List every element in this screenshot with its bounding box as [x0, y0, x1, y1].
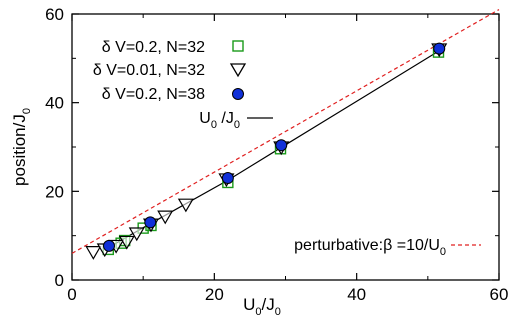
legend-label-line-0: U0 /J0: [199, 110, 240, 131]
axis-ticks: [71, 13, 500, 281]
x-tick-label: 0: [67, 285, 76, 304]
legend-marker-series-2: [232, 88, 244, 100]
x-tick-label: 40: [347, 285, 366, 304]
data-point-series-1: [177, 198, 194, 213]
legend-label-series-0: δ V=0.2, N=32: [102, 39, 205, 56]
data-point-series-2: [433, 42, 446, 55]
legend-marker-series-0: [232, 40, 244, 52]
y-tick-label: 40: [45, 94, 64, 113]
x-axis-label: U0/J0: [243, 295, 281, 318]
y-tick-label: 60: [45, 5, 64, 24]
legend-label-series-1: δ V=0.01, N=32: [93, 62, 205, 79]
legend-label-line-1: perturbative:β =10/U0: [294, 237, 446, 258]
data-point-series-2: [221, 172, 234, 185]
x-tick-label: 60: [490, 285, 509, 304]
data-point-series-2: [144, 216, 157, 229]
line-series-1: [71, 9, 500, 254]
data-point-series-2: [103, 239, 116, 252]
line-series-0: [107, 50, 440, 249]
x-tick-label: 20: [205, 285, 224, 304]
y-axis-label: position/J0: [10, 108, 33, 186]
data-point-series-1: [128, 227, 145, 242]
legend-marker-series-1: [229, 63, 247, 78]
data-point-series-1: [118, 235, 135, 250]
y-tick-label: 20: [45, 182, 64, 201]
legend-bottom: perturbative:β =10/U0: [294, 237, 481, 258]
data-point-series-2: [275, 139, 288, 152]
data-point-series-1: [85, 246, 102, 260]
marker-series: [85, 42, 448, 260]
data-point-series-1: [157, 210, 174, 225]
y-tick-label: 0: [55, 271, 64, 290]
tick-labels: 0 20 40 60 0 20 40 60: [45, 5, 508, 304]
legend-top: δ V=0.2, N=32 δ V=0.01, N=32 δ V=0.2, N=…: [93, 39, 273, 131]
legend-label-series-2: δ V=0.2, N=38: [102, 86, 205, 103]
